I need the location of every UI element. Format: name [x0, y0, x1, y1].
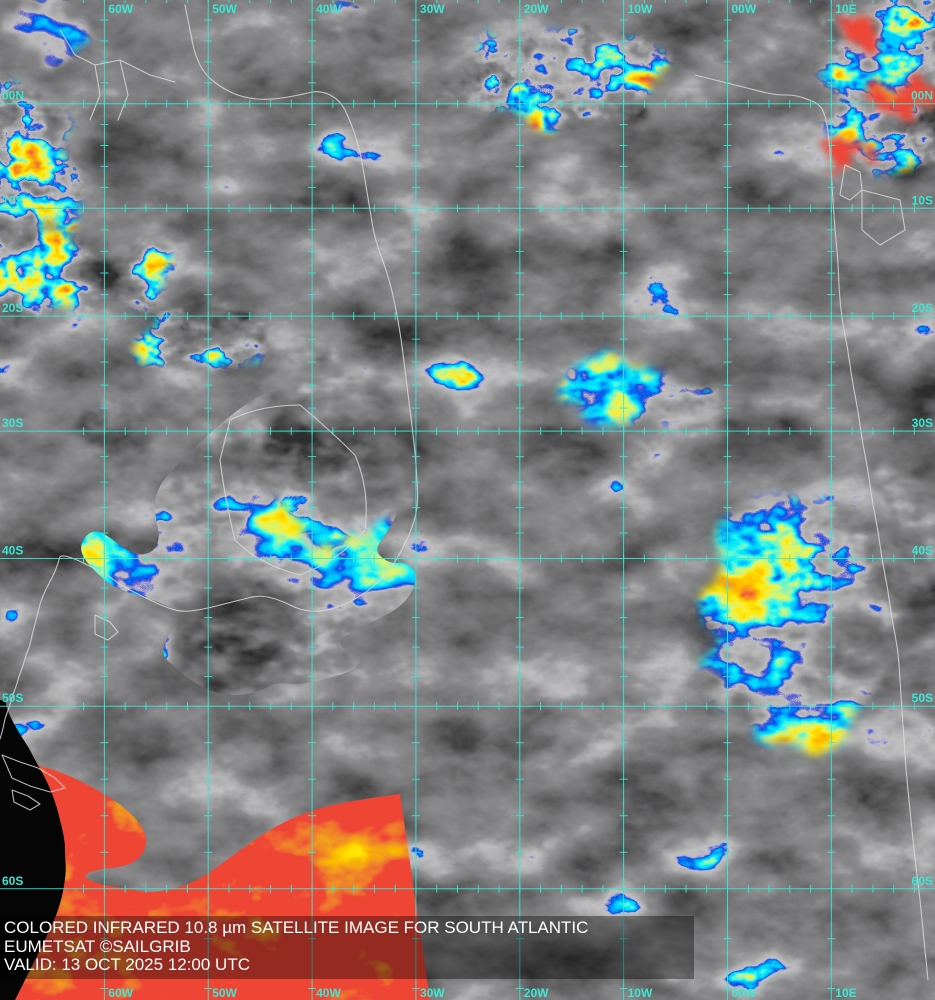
svg-text:60W: 60W: [108, 986, 133, 1000]
svg-text:20W: 20W: [524, 2, 549, 16]
svg-text:VALID: 13 OCT 2025 12:00 UTC: VALID: 13 OCT 2025 12:00 UTC: [4, 955, 250, 974]
svg-text:50W: 50W: [212, 2, 237, 16]
svg-text:30W: 30W: [420, 2, 445, 16]
svg-text:COLORED INFRARED 10.8 µm SATEL: COLORED INFRARED 10.8 µm SATELLITE IMAGE…: [4, 918, 588, 937]
svg-text:40S: 40S: [912, 544, 933, 558]
svg-text:60S: 60S: [912, 874, 933, 888]
svg-text:50W: 50W: [212, 986, 237, 1000]
svg-text:20W: 20W: [524, 986, 549, 1000]
svg-text:EUMETSAT ©SAILGRIB: EUMETSAT ©SAILGRIB: [4, 937, 191, 956]
svg-text:00N: 00N: [911, 89, 933, 103]
svg-text:00W: 00W: [732, 986, 757, 1000]
svg-text:20S: 20S: [2, 301, 23, 315]
svg-text:10W: 10W: [628, 2, 653, 16]
svg-text:30S: 30S: [912, 416, 933, 430]
svg-text:10S: 10S: [912, 193, 933, 207]
svg-text:50S: 50S: [2, 691, 23, 705]
svg-text:40W: 40W: [316, 986, 341, 1000]
svg-text:10S: 10S: [2, 193, 23, 207]
svg-text:50S: 50S: [912, 691, 933, 705]
svg-text:20S: 20S: [912, 301, 933, 315]
svg-text:10E: 10E: [835, 2, 856, 16]
svg-text:10W: 10W: [628, 986, 653, 1000]
svg-text:60W: 60W: [108, 2, 133, 16]
svg-text:40S: 40S: [2, 544, 23, 558]
svg-text:10E: 10E: [835, 986, 856, 1000]
svg-text:00N: 00N: [2, 89, 24, 103]
svg-text:00W: 00W: [732, 2, 757, 16]
svg-text:60S: 60S: [2, 874, 23, 888]
svg-text:30W: 30W: [420, 986, 445, 1000]
svg-text:40W: 40W: [316, 2, 341, 16]
svg-text:30S: 30S: [2, 416, 23, 430]
